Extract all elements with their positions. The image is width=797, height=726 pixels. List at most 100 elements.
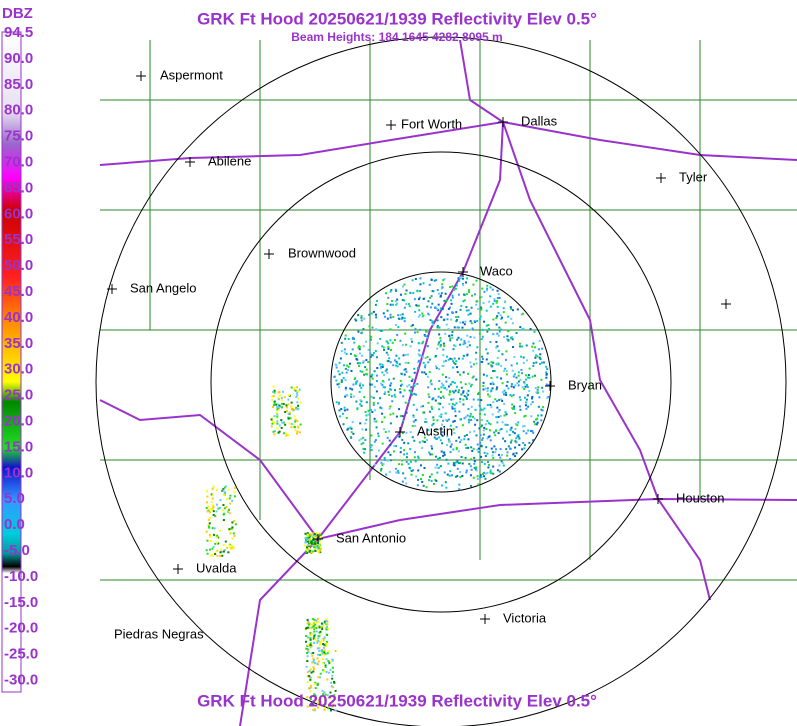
echo-pixel	[481, 360, 484, 363]
echo-pixel	[319, 672, 322, 675]
echo-pixel	[453, 432, 456, 435]
echo-pixel	[518, 444, 521, 447]
echo-pixel	[229, 532, 232, 535]
echo-pixel	[492, 370, 495, 373]
echo-pixel	[438, 380, 441, 383]
echo-pixel	[369, 383, 372, 386]
echo-pixel	[398, 317, 401, 320]
echo-pixel	[320, 622, 323, 625]
echo-pixel	[457, 391, 460, 394]
echo-pixel	[294, 420, 297, 423]
echo-pixel	[396, 434, 399, 437]
echo-pixel	[369, 355, 372, 358]
echo-pixel	[402, 354, 405, 357]
echo-pixel	[205, 530, 208, 533]
echo-pixel	[478, 296, 481, 299]
echo-pixel	[467, 289, 470, 292]
echo-pixel	[380, 366, 383, 369]
echo-pixel	[465, 471, 468, 474]
echo-pixel	[326, 620, 329, 623]
legend-label: 55.0	[4, 231, 33, 248]
echo-pixel	[310, 539, 313, 542]
echo-pixel	[489, 469, 492, 472]
echo-pixel	[406, 385, 409, 388]
echo-pixel	[375, 328, 378, 331]
echo-pixel	[403, 320, 406, 323]
echo-pixel	[470, 328, 473, 331]
echo-pixel	[531, 345, 534, 348]
echo-pixel	[212, 513, 215, 516]
echo-pixel	[392, 450, 395, 453]
echo-pixel	[411, 279, 414, 282]
echo-pixel	[427, 300, 430, 303]
echo-pixel	[371, 377, 374, 380]
echo-pixel	[223, 549, 226, 552]
echo-pixel	[317, 639, 320, 642]
echo-pixel	[444, 412, 447, 415]
echo-pixel	[315, 626, 318, 629]
echo-pixel	[429, 319, 432, 322]
echo-pixel	[535, 423, 538, 426]
echo-pixel	[309, 643, 312, 646]
echo-pixel	[352, 395, 355, 398]
echo-pixel	[475, 279, 478, 282]
echo-pixel	[206, 490, 209, 493]
echo-pixel	[325, 628, 328, 631]
echo-pixel	[374, 303, 377, 306]
echo-pixel	[328, 661, 331, 664]
echo-pixel	[492, 472, 495, 475]
echo-pixel	[388, 328, 391, 331]
echo-pixel	[381, 345, 384, 348]
echo-pixel	[488, 395, 491, 398]
echo-pixel	[476, 419, 479, 422]
echo-pixel	[388, 378, 391, 381]
echo-pixel	[451, 330, 454, 333]
echo-pixel	[428, 475, 431, 478]
echo-pixel	[310, 652, 313, 655]
echo-pixel	[396, 361, 399, 364]
echo-pixel	[349, 426, 352, 429]
echo-pixel	[430, 445, 433, 448]
echo-pixel	[439, 339, 442, 342]
echo-pixel	[386, 436, 389, 439]
echo-pixel	[444, 481, 447, 484]
echo-pixel	[498, 429, 501, 432]
echo-pixel	[403, 453, 406, 456]
echo-pixel	[340, 379, 343, 382]
legend-label: 0.0	[4, 516, 25, 533]
echo-pixel	[503, 402, 506, 405]
echo-pixel	[540, 408, 543, 411]
echo-pixel	[276, 420, 279, 423]
echo-pixel	[504, 391, 507, 394]
echo-pixel	[546, 397, 549, 400]
echo-pixel	[406, 353, 409, 356]
echo-pixel	[322, 639, 325, 642]
echo-pixel	[527, 374, 530, 377]
echo-pixel	[448, 440, 451, 443]
echo-pixel	[356, 380, 359, 383]
echo-pixel	[433, 436, 436, 439]
echo-pixel	[292, 423, 295, 426]
echo-pixel	[487, 460, 490, 463]
echo-pixel	[475, 466, 478, 469]
echo-pixel	[381, 365, 384, 368]
echo-pixel	[478, 427, 481, 430]
echo-pixel	[312, 703, 315, 706]
echo-pixel	[464, 320, 467, 323]
echo-pixel	[470, 294, 473, 297]
echo-pixel	[373, 440, 376, 443]
echo-pixel	[399, 384, 402, 387]
echo-pixel	[545, 365, 548, 368]
echo-pixel	[534, 356, 537, 359]
echo-pixel	[405, 431, 408, 434]
echo-pixel	[315, 639, 318, 642]
echo-pixel	[290, 401, 293, 404]
echo-pixel	[386, 309, 389, 312]
echo-pixel	[307, 649, 310, 652]
echo-pixel	[408, 305, 411, 308]
echo-pixel	[206, 539, 209, 542]
echo-pixel	[443, 386, 446, 389]
echo-pixel	[473, 456, 476, 459]
echo-pixel	[505, 370, 508, 373]
